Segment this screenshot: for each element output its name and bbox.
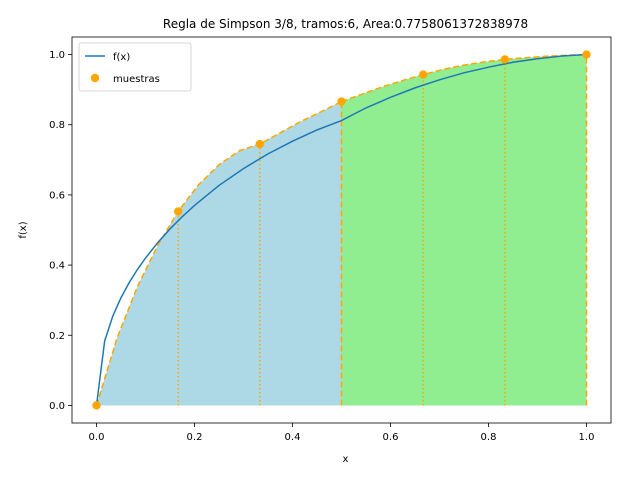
- y-tick-label-4: 0.8: [49, 120, 65, 131]
- interp-curve-0: [95, 100, 342, 406]
- sample-point-0: [92, 401, 101, 410]
- legend-label-fx: f(x): [113, 52, 130, 63]
- x-tick-label-2: 0.4: [285, 432, 301, 443]
- plot-frame: [71, 36, 612, 424]
- segment-fill-1: [341, 54, 587, 406]
- x-tick-label-0: 0.0: [89, 432, 105, 443]
- sample-point-5: [500, 55, 510, 64]
- sample-point-2: [255, 139, 265, 149]
- legend-box: [78, 42, 192, 92]
- sample-vertical-lines: [177, 54, 588, 406]
- y-tick-label-3: 0.6: [49, 190, 65, 201]
- x-axis-ticks: 0.0 0.2 0.4 0.6 0.8 1.0: [89, 423, 595, 443]
- y-tick-label-5: 1.0: [49, 50, 65, 61]
- interpolation-curves: [95, 53, 587, 406]
- y-tick-label-1: 0.2: [49, 331, 65, 342]
- interp-curve-1: [341, 53, 587, 103]
- legend-point-swatch: [90, 73, 100, 83]
- y-tick-label-2: 0.4: [49, 261, 65, 272]
- x-tick-label-3: 0.6: [383, 432, 399, 443]
- legend-label-muestras: muestras: [113, 74, 160, 85]
- x-tick-label-5: 1.0: [579, 432, 595, 443]
- sample-point-3: [337, 97, 346, 106]
- sample-point-4: [418, 70, 428, 79]
- fx-line: [95, 53, 587, 406]
- y-axis-ticks: 0.0 0.2 0.4 0.6 0.8 1.0: [49, 50, 72, 412]
- sample-point-1: [173, 207, 183, 216]
- sample-point-6: [582, 50, 591, 59]
- function-line-group: [95, 53, 587, 406]
- chart-title: Regla de Simpson 3/8, tramos:6, Area:0.7…: [163, 17, 528, 31]
- segment-fill-0: [96, 101, 342, 406]
- x-axis-label: x: [343, 454, 349, 465]
- legend: f(x) muestras: [78, 42, 192, 92]
- y-axis-label: f(x): [18, 221, 29, 238]
- sample-points: [92, 50, 591, 410]
- y-tick-label-0: 0.0: [49, 401, 65, 412]
- x-tick-label-1: 0.2: [187, 432, 203, 443]
- x-tick-label-4: 0.8: [481, 432, 497, 443]
- segment-fills: [96, 54, 587, 406]
